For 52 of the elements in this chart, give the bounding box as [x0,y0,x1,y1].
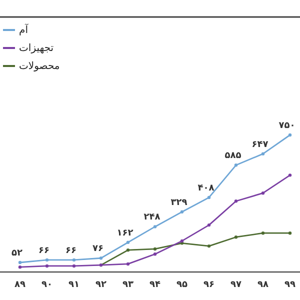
x-tick-label: ۹۰ [42,280,52,290]
legend-label: آم [19,23,30,36]
point [45,264,49,268]
x-tick-label: ۹۴ [150,280,161,290]
data-label: ۴۰۸ [198,183,215,194]
point [207,196,211,200]
point [207,244,211,248]
x-tick-label: ۹۹ [284,280,296,290]
legend-label: محصولات [19,61,60,72]
point [288,133,292,137]
x-tick-label: ۹۱ [68,280,80,290]
point [18,260,22,264]
x-tick-label: ۹۲ [96,280,107,290]
point [261,152,265,156]
data-label: ۶۶ [66,246,76,256]
data-label: ۲۴۸ [144,212,161,223]
point [234,236,238,239]
point [180,239,184,243]
data-label: ۵۲ [12,248,23,258]
point [180,210,184,214]
x-tick-label: ۸۹ [14,280,26,290]
data-label: ۱۶۲ [116,228,134,238]
point [234,200,238,203]
point [45,258,49,262]
x-tick-label: ۹۳ [122,280,134,290]
x-tick-label: ۹۶ [204,280,214,290]
point [234,164,238,167]
point [207,223,211,227]
data-label: ۶۶ [38,246,50,256]
x-tick-label: ۹۸ [258,280,269,290]
point [18,265,22,269]
legend-label: تجهیزات [19,43,54,54]
point [126,240,130,244]
data-label: ۵۸۵ [224,151,242,162]
point [261,191,265,195]
point [72,264,76,268]
data-label: ۳۲۹ [170,198,188,208]
x-tick-label: ۹۵ [176,280,188,290]
point [288,231,292,235]
data-label: ۶۴۷ [252,140,269,150]
point [153,252,157,256]
point [153,225,157,228]
point [153,247,157,251]
point [288,174,292,177]
x-tick-label: ۹۷ [230,280,242,290]
point [126,248,130,252]
point [261,231,265,235]
point [126,262,130,266]
data-label: ۷۵۰ [278,121,296,131]
data-label: ۷۶ [92,244,104,254]
point [72,258,76,262]
point [99,256,103,260]
